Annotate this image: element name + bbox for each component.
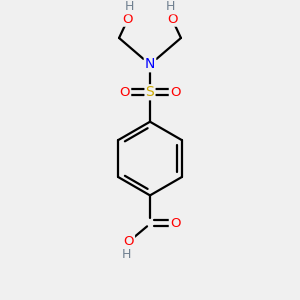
Text: H: H xyxy=(166,0,175,13)
Text: O: O xyxy=(120,86,130,99)
Text: O: O xyxy=(124,235,134,248)
Text: N: N xyxy=(145,57,155,71)
Text: O: O xyxy=(170,217,180,230)
Text: H: H xyxy=(125,0,134,13)
Text: O: O xyxy=(170,86,180,99)
Text: H: H xyxy=(122,248,131,260)
Text: O: O xyxy=(123,13,133,26)
Text: S: S xyxy=(146,85,154,99)
Text: O: O xyxy=(167,13,177,26)
